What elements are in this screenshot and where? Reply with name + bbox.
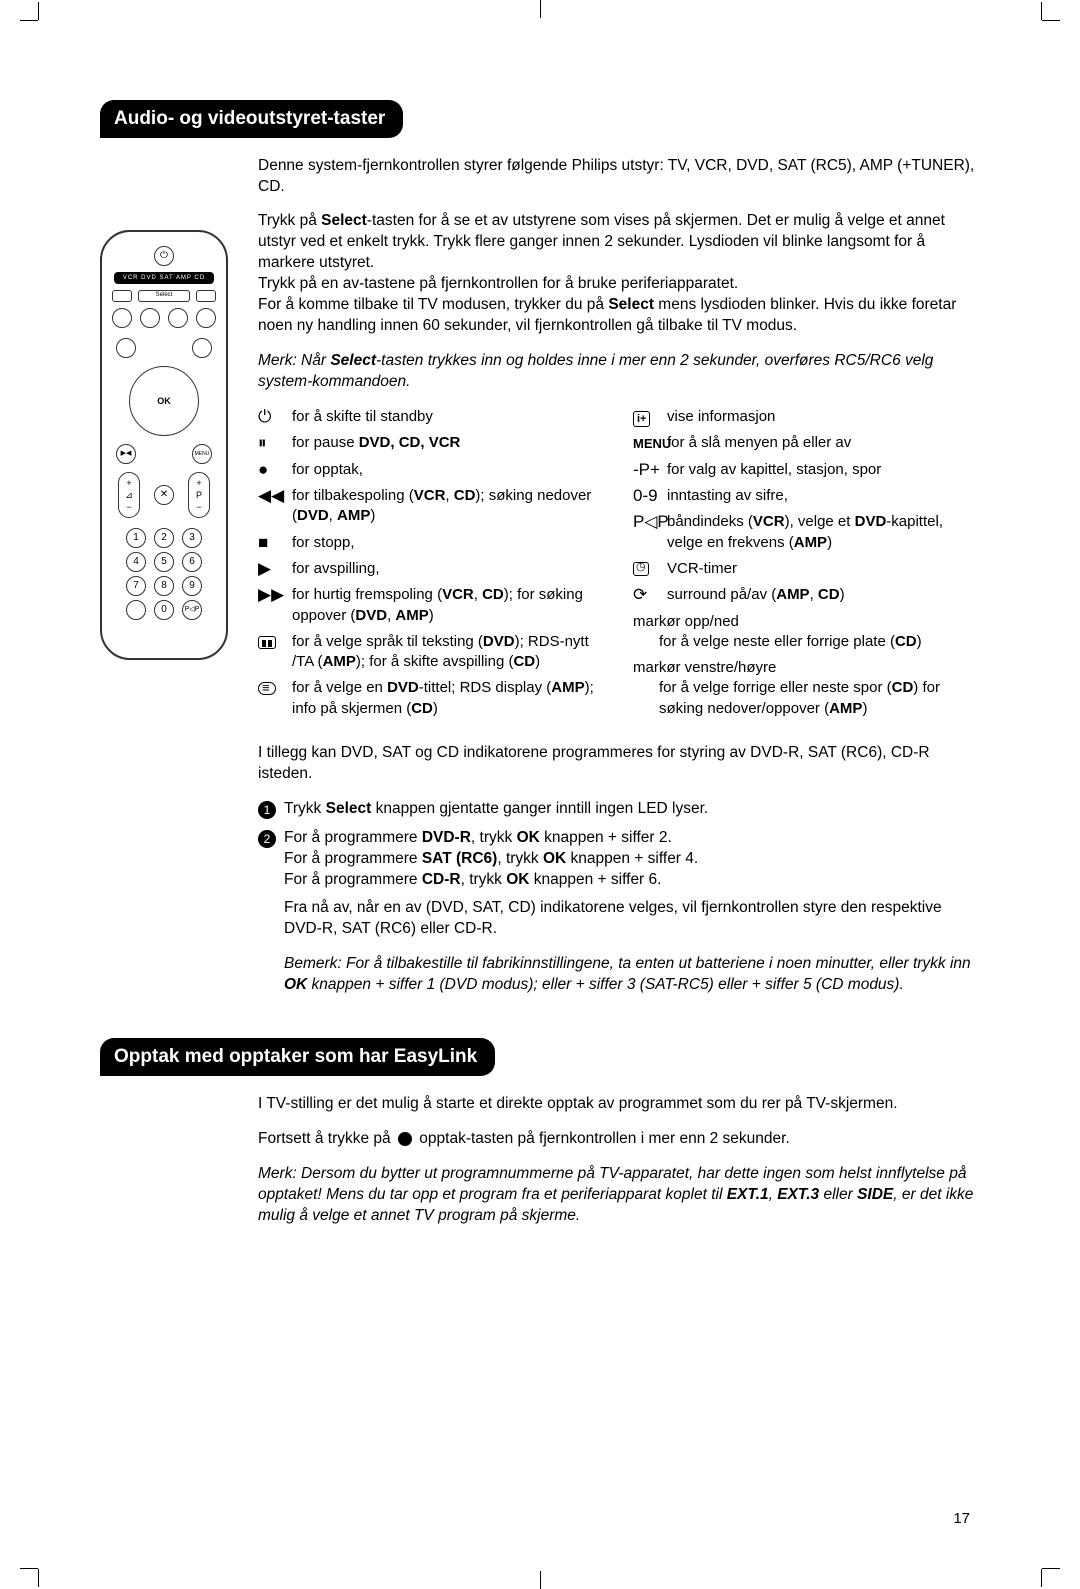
definition-row: ■for stopp, xyxy=(258,533,605,553)
key-icon: P◁P xyxy=(633,512,667,553)
definition-row: ▶for avspilling, xyxy=(258,559,605,579)
key-icon: i+ xyxy=(633,407,667,427)
definition-row: ⏸for pause DVD, CD, VCR xyxy=(258,433,605,453)
s2-p2: Fortsett å trykke på opptak-tasten på fj… xyxy=(258,1129,980,1150)
key-icon: ▶▶ xyxy=(258,585,292,626)
key-icon: ⟳ xyxy=(633,585,667,605)
remote-illustration: ⏻ VCR DVD SAT AMP CD Select OK ▶◀MENU +⊿… xyxy=(100,230,228,660)
definition-row: ⟳surround på/av (AMP, CD) xyxy=(633,585,980,605)
definition-row: -P+for valg av kapittel, stasjon, spor xyxy=(633,460,980,480)
select-paragraph: Trykk på Select-tasten for å se et av ut… xyxy=(258,211,980,337)
definition-row: MENUfor å slå menyen på eller av xyxy=(633,433,980,453)
definition-row: ▶▶for hurtig fremspoling (VCR, CD); for … xyxy=(258,585,605,626)
note2: Bemerk: For å tilbakestille til fabrikin… xyxy=(284,954,980,996)
tail1: I tillegg kan DVD, SAT og CD indikatoren… xyxy=(258,743,980,785)
section1-header: Audio- og videoutstyret-taster xyxy=(100,100,403,138)
key-icon: 0-9 xyxy=(633,486,667,506)
key-icon xyxy=(258,678,292,719)
intro-paragraph: Denne system-fjernkontrollen styrer følg… xyxy=(258,156,980,198)
definition-row: for å velge en DVD-tittel; RDS display (… xyxy=(258,678,605,719)
section2-header: Opptak med opptaker som har EasyLink xyxy=(100,1038,495,1076)
definition-row: for å velge språk til teksting (DVD); RD… xyxy=(258,632,605,673)
definition-row: ◀◀for tilbakespoling (VCR, CD); søking n… xyxy=(258,486,605,527)
key-icon: ⏻ xyxy=(258,407,292,427)
definition-row: ●for opptak, xyxy=(258,460,605,480)
key-icon: MENU xyxy=(633,433,667,453)
key-icon: ◀◀ xyxy=(258,486,292,527)
key-icon: ⏸ xyxy=(258,433,292,453)
s2-p1: I TV-stilling er det mulig å starte et d… xyxy=(258,1094,980,1115)
record-icon xyxy=(398,1132,412,1146)
definition-row: VCR-timer xyxy=(633,559,980,579)
definition-row: markør venstre/høyrefor å velge forrige … xyxy=(633,658,980,719)
definition-row: 0-9inntasting av sifre, xyxy=(633,486,980,506)
s2-note: Merk: Dersom du bytter ut programnummern… xyxy=(258,1164,980,1227)
definition-row: markør opp/nedfor å velge neste eller fo… xyxy=(633,612,980,653)
step-2: 2 For å programmere DVD-R, trykk OK knap… xyxy=(258,828,980,891)
definition-row: ⏻for å skifte til standby xyxy=(258,407,605,427)
key-icon xyxy=(633,559,667,579)
key-icon: ● xyxy=(258,460,292,480)
page-number: 17 xyxy=(953,1509,970,1529)
note1: Merk: Når Select-tasten trykkes inn og h… xyxy=(258,351,980,393)
tail2: Fra nå av, når en av (DVD, SAT, CD) indi… xyxy=(284,898,980,940)
definition-row: P◁Pbåndindeks (VCR), velge et DVD-kapitt… xyxy=(633,512,980,553)
definition-row: i+vise informasjon xyxy=(633,407,980,427)
key-icon: ▶ xyxy=(258,559,292,579)
key-definitions: ⏻for å skifte til standby ⏸for pause DVD,… xyxy=(258,407,980,725)
step-1: 1 Trykk Select knappen gjentatte ganger … xyxy=(258,799,980,820)
key-icon: ■ xyxy=(258,533,292,553)
key-icon xyxy=(258,632,292,673)
key-icon: -P+ xyxy=(633,460,667,480)
